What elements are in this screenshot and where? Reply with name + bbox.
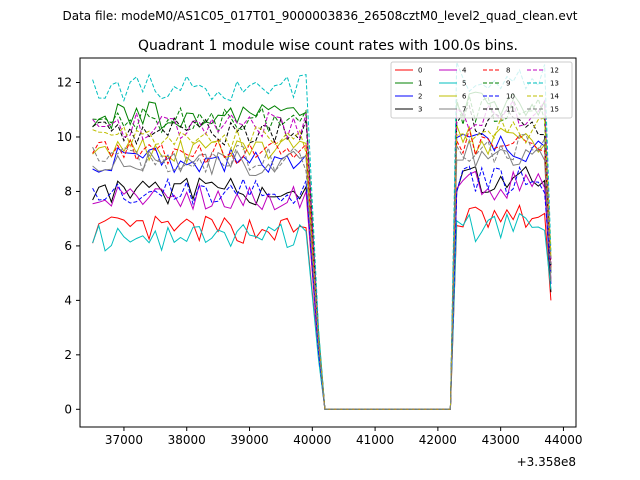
y-tick-label: 4 [64,293,72,307]
x-tick-label: 42000 [419,433,457,447]
series-line-12 [92,99,552,410]
legend-label-11: 11 [506,106,515,114]
legend-label-0: 0 [418,67,422,75]
series-layer [92,62,552,410]
legend-label-9: 9 [506,80,510,88]
legend-label-15: 15 [550,106,559,114]
y-tick-label: 12 [57,76,72,90]
y-tick-label: 6 [64,239,72,253]
x-tick-label: 39000 [230,433,268,447]
legend-label-8: 8 [506,67,510,75]
legend-label-5: 5 [462,80,466,88]
series-line-15 [92,134,552,410]
y-axis: 0 2 4 6 8 10 12 [57,76,80,416]
y-tick-label: 2 [64,348,72,362]
series-line-11 [92,104,552,410]
legend-label-6: 6 [462,93,467,101]
y-tick-label: 0 [64,402,72,416]
x-tick-label: 41000 [356,433,394,447]
x-tick-label: 40000 [293,433,331,447]
x-offset-label: +3.358e8 [517,455,576,469]
legend-label-2: 2 [418,93,422,101]
legend-label-12: 12 [550,67,559,75]
legend-label-13: 13 [550,80,559,88]
plot-frame [79,57,577,428]
legend-label-10: 10 [506,93,515,101]
series-line-10 [92,165,552,410]
series-line-9 [92,95,552,410]
chart-suptitle: Data file: modeM0/AS1C05_017T01_90000038… [62,9,577,23]
legend-box [390,61,573,119]
legend-label-7: 7 [462,106,466,114]
legend-label-4: 4 [462,67,467,75]
x-tick-label: 37000 [105,433,143,447]
x-tick-label: 38000 [168,433,206,447]
legend-label-14: 14 [550,93,559,101]
chart-title: Quadrant 1 module wise count rates with … [138,38,518,54]
x-tick-label: 44000 [544,433,582,447]
x-axis: 37000 38000 39000 40000 41000 42000 43000 44000 [105,427,583,447]
x-tick-label: 43000 [482,433,520,447]
y-tick-label: 8 [64,184,72,198]
legend-label-1: 1 [418,80,422,88]
legend-label-3: 3 [418,106,422,114]
y-tick-label: 10 [57,130,72,144]
series-line-14 [92,116,552,410]
